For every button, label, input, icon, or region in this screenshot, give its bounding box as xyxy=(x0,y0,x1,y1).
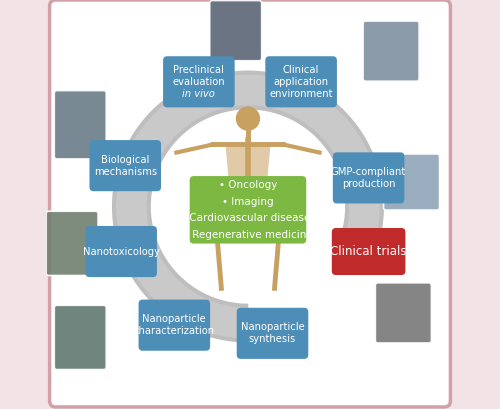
FancyBboxPatch shape xyxy=(54,91,106,159)
Text: Clinical trials: Clinical trials xyxy=(330,245,407,258)
FancyBboxPatch shape xyxy=(266,56,337,107)
FancyBboxPatch shape xyxy=(138,299,210,351)
Text: • Regenerative medicine: • Regenerative medicine xyxy=(183,230,313,240)
Text: characterization: characterization xyxy=(134,326,215,336)
Text: GMP-compliant: GMP-compliant xyxy=(331,167,406,177)
FancyBboxPatch shape xyxy=(332,228,406,275)
Circle shape xyxy=(236,107,260,130)
Text: synthesis: synthesis xyxy=(249,334,296,344)
Text: • Cardiovascular diseases: • Cardiovascular diseases xyxy=(180,213,316,223)
Text: application: application xyxy=(274,77,328,87)
Text: Preclinical: Preclinical xyxy=(174,65,224,75)
Text: mechanisms: mechanisms xyxy=(94,166,157,177)
FancyBboxPatch shape xyxy=(333,153,404,204)
Text: environment: environment xyxy=(270,89,333,99)
FancyBboxPatch shape xyxy=(50,0,450,407)
FancyBboxPatch shape xyxy=(190,176,306,244)
Text: evaluation: evaluation xyxy=(172,77,225,87)
FancyBboxPatch shape xyxy=(210,0,262,61)
Text: production: production xyxy=(342,179,396,189)
Text: Nanotoxicology: Nanotoxicology xyxy=(82,247,160,256)
Text: • Imaging: • Imaging xyxy=(222,196,274,207)
Text: Biological: Biological xyxy=(101,155,150,165)
FancyBboxPatch shape xyxy=(46,211,98,276)
Text: Nanoparticle: Nanoparticle xyxy=(142,314,206,324)
FancyBboxPatch shape xyxy=(384,154,440,210)
Text: Clinical: Clinical xyxy=(283,65,320,75)
FancyBboxPatch shape xyxy=(86,226,157,277)
FancyBboxPatch shape xyxy=(236,308,308,359)
FancyBboxPatch shape xyxy=(90,140,161,191)
FancyBboxPatch shape xyxy=(163,56,234,107)
Text: Nanoparticle: Nanoparticle xyxy=(240,322,304,333)
FancyBboxPatch shape xyxy=(363,21,419,81)
Text: in vivo: in vivo xyxy=(182,89,216,99)
Polygon shape xyxy=(226,144,270,190)
Text: • Oncology: • Oncology xyxy=(219,180,277,190)
FancyBboxPatch shape xyxy=(54,305,106,370)
FancyBboxPatch shape xyxy=(376,283,432,343)
